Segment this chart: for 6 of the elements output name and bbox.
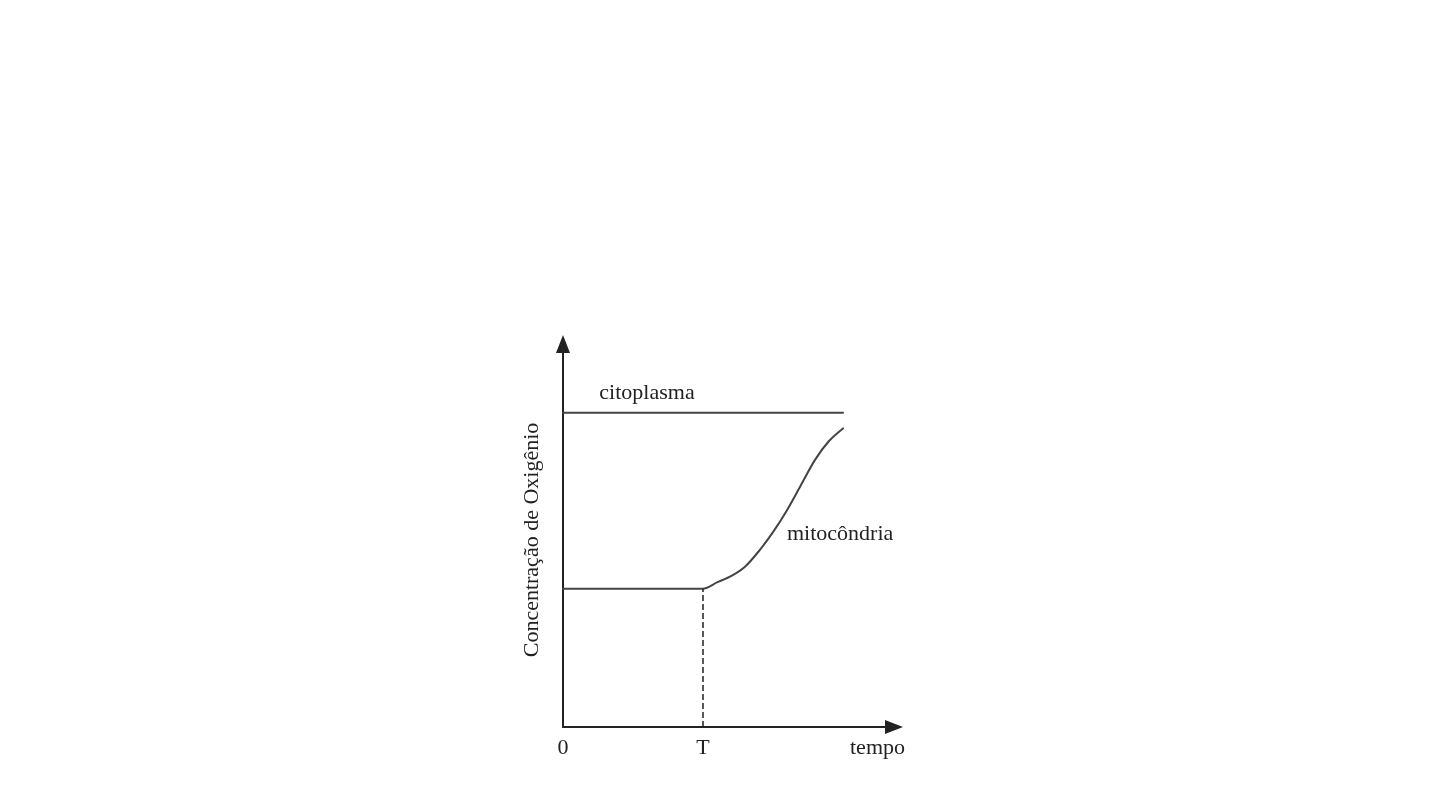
series-label: citoplasma [599, 379, 695, 405]
y-axis-title: Concentração de Oxigênio [517, 422, 543, 658]
x-tick-label: 0 [557, 733, 569, 759]
x-axis-title: tempo [850, 733, 905, 759]
x-tick-label: T [696, 733, 711, 759]
series-label: mitocôndria [787, 519, 894, 545]
